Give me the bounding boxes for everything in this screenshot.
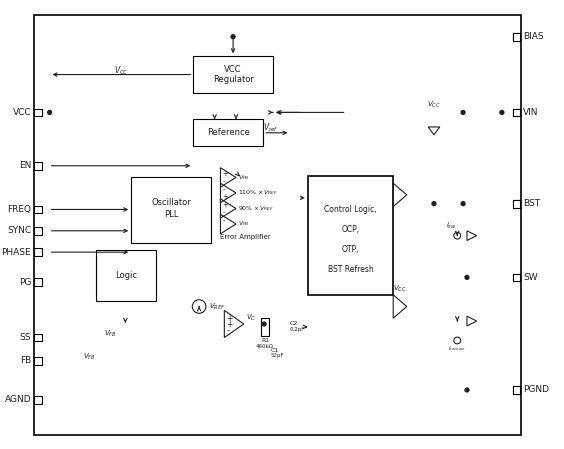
Text: $V_{REF}$: $V_{REF}$ (209, 301, 225, 312)
Circle shape (461, 110, 465, 114)
Bar (34, 162, 42, 170)
Text: $90\%\times V_{REF}$: $90\%\times V_{REF}$ (238, 204, 274, 213)
Circle shape (432, 202, 436, 206)
Bar (513, 109, 521, 116)
Text: $i_{reverse}$: $i_{reverse}$ (448, 344, 466, 352)
Text: AGND: AGND (5, 395, 31, 404)
Circle shape (465, 275, 469, 279)
Bar (513, 273, 521, 281)
Bar (513, 109, 521, 116)
Text: C1: C1 (271, 348, 279, 352)
Bar (513, 33, 521, 40)
Text: $V_{CC}$: $V_{CC}$ (393, 284, 407, 294)
Text: +: + (222, 194, 228, 200)
Text: $i_{sw}$: $i_{sw}$ (446, 221, 457, 231)
Text: 460kΩ: 460kΩ (256, 344, 274, 349)
Text: 52pF: 52pF (271, 353, 285, 358)
Text: -: - (222, 178, 225, 185)
Bar (34, 227, 42, 235)
Text: PGND: PGND (523, 385, 549, 395)
Text: SS: SS (20, 333, 31, 342)
Bar (34, 109, 42, 116)
Circle shape (465, 388, 469, 392)
Text: FB: FB (20, 357, 31, 365)
Text: FREQ: FREQ (7, 205, 31, 214)
Text: OCP,: OCP, (341, 225, 360, 234)
Text: BIAS: BIAS (523, 32, 544, 41)
Text: $V_{CC}$: $V_{CC}$ (114, 65, 129, 77)
Text: -: - (222, 209, 225, 216)
Text: EN: EN (19, 161, 31, 170)
Text: -: - (222, 217, 225, 223)
Text: +: + (226, 321, 233, 330)
Text: -: - (226, 326, 229, 335)
Text: SW: SW (523, 273, 538, 282)
Text: 0.2pF: 0.2pF (289, 327, 305, 332)
Bar (96, 250, 156, 301)
Bar (261, 318, 269, 335)
Circle shape (500, 110, 504, 114)
Bar (34, 357, 42, 365)
Text: -: - (222, 186, 225, 192)
Text: +: + (222, 202, 228, 207)
Bar (513, 386, 521, 394)
Bar (513, 200, 521, 207)
Text: SYNC: SYNC (7, 226, 31, 235)
Text: BST: BST (523, 199, 540, 208)
Text: R1: R1 (261, 338, 269, 343)
Bar (513, 33, 521, 40)
Bar (308, 176, 393, 295)
Bar (34, 396, 42, 404)
Text: $V_{FB}$: $V_{FB}$ (238, 220, 249, 229)
Text: Control Logic,: Control Logic, (324, 205, 377, 214)
Text: VCC: VCC (12, 108, 31, 117)
Bar (193, 56, 273, 93)
Circle shape (262, 322, 266, 326)
Text: $V_{CC}$: $V_{CC}$ (427, 100, 440, 110)
Bar (34, 15, 521, 435)
Text: OTP,: OTP, (342, 245, 359, 255)
Text: $110\%\times V_{REF}$: $110\%\times V_{REF}$ (238, 189, 278, 198)
Text: Logic: Logic (115, 271, 137, 280)
Text: Regulator: Regulator (213, 75, 253, 84)
Text: BST Refresh: BST Refresh (328, 265, 373, 274)
Text: PHASE: PHASE (2, 248, 31, 257)
Bar (34, 248, 42, 256)
Text: PLL: PLL (164, 210, 178, 219)
Text: +: + (222, 171, 228, 176)
Bar (513, 200, 521, 207)
Text: $V_{FB}$: $V_{FB}$ (104, 329, 117, 339)
Circle shape (231, 35, 235, 39)
Text: Reference: Reference (207, 128, 250, 137)
Bar (193, 119, 263, 146)
Text: +: + (226, 314, 233, 323)
Text: C2: C2 (289, 321, 298, 326)
Text: VIN: VIN (523, 108, 539, 117)
Text: $V_{ref}$: $V_{ref}$ (263, 122, 279, 134)
Bar (34, 206, 42, 213)
Text: Oscillator: Oscillator (151, 198, 191, 207)
Bar (513, 386, 521, 394)
Text: $V_{FB}$: $V_{FB}$ (238, 173, 249, 182)
Bar (34, 278, 42, 286)
Bar (34, 334, 42, 341)
Text: Error Amplifier: Error Amplifier (221, 233, 271, 240)
Text: VCC: VCC (224, 65, 242, 74)
Text: $V_C$: $V_C$ (246, 313, 256, 323)
Circle shape (461, 202, 465, 206)
Text: $V_{FB}$: $V_{FB}$ (83, 352, 95, 362)
Bar (513, 273, 521, 281)
Bar (131, 177, 211, 243)
Circle shape (48, 110, 51, 114)
Text: PG: PG (19, 278, 31, 287)
